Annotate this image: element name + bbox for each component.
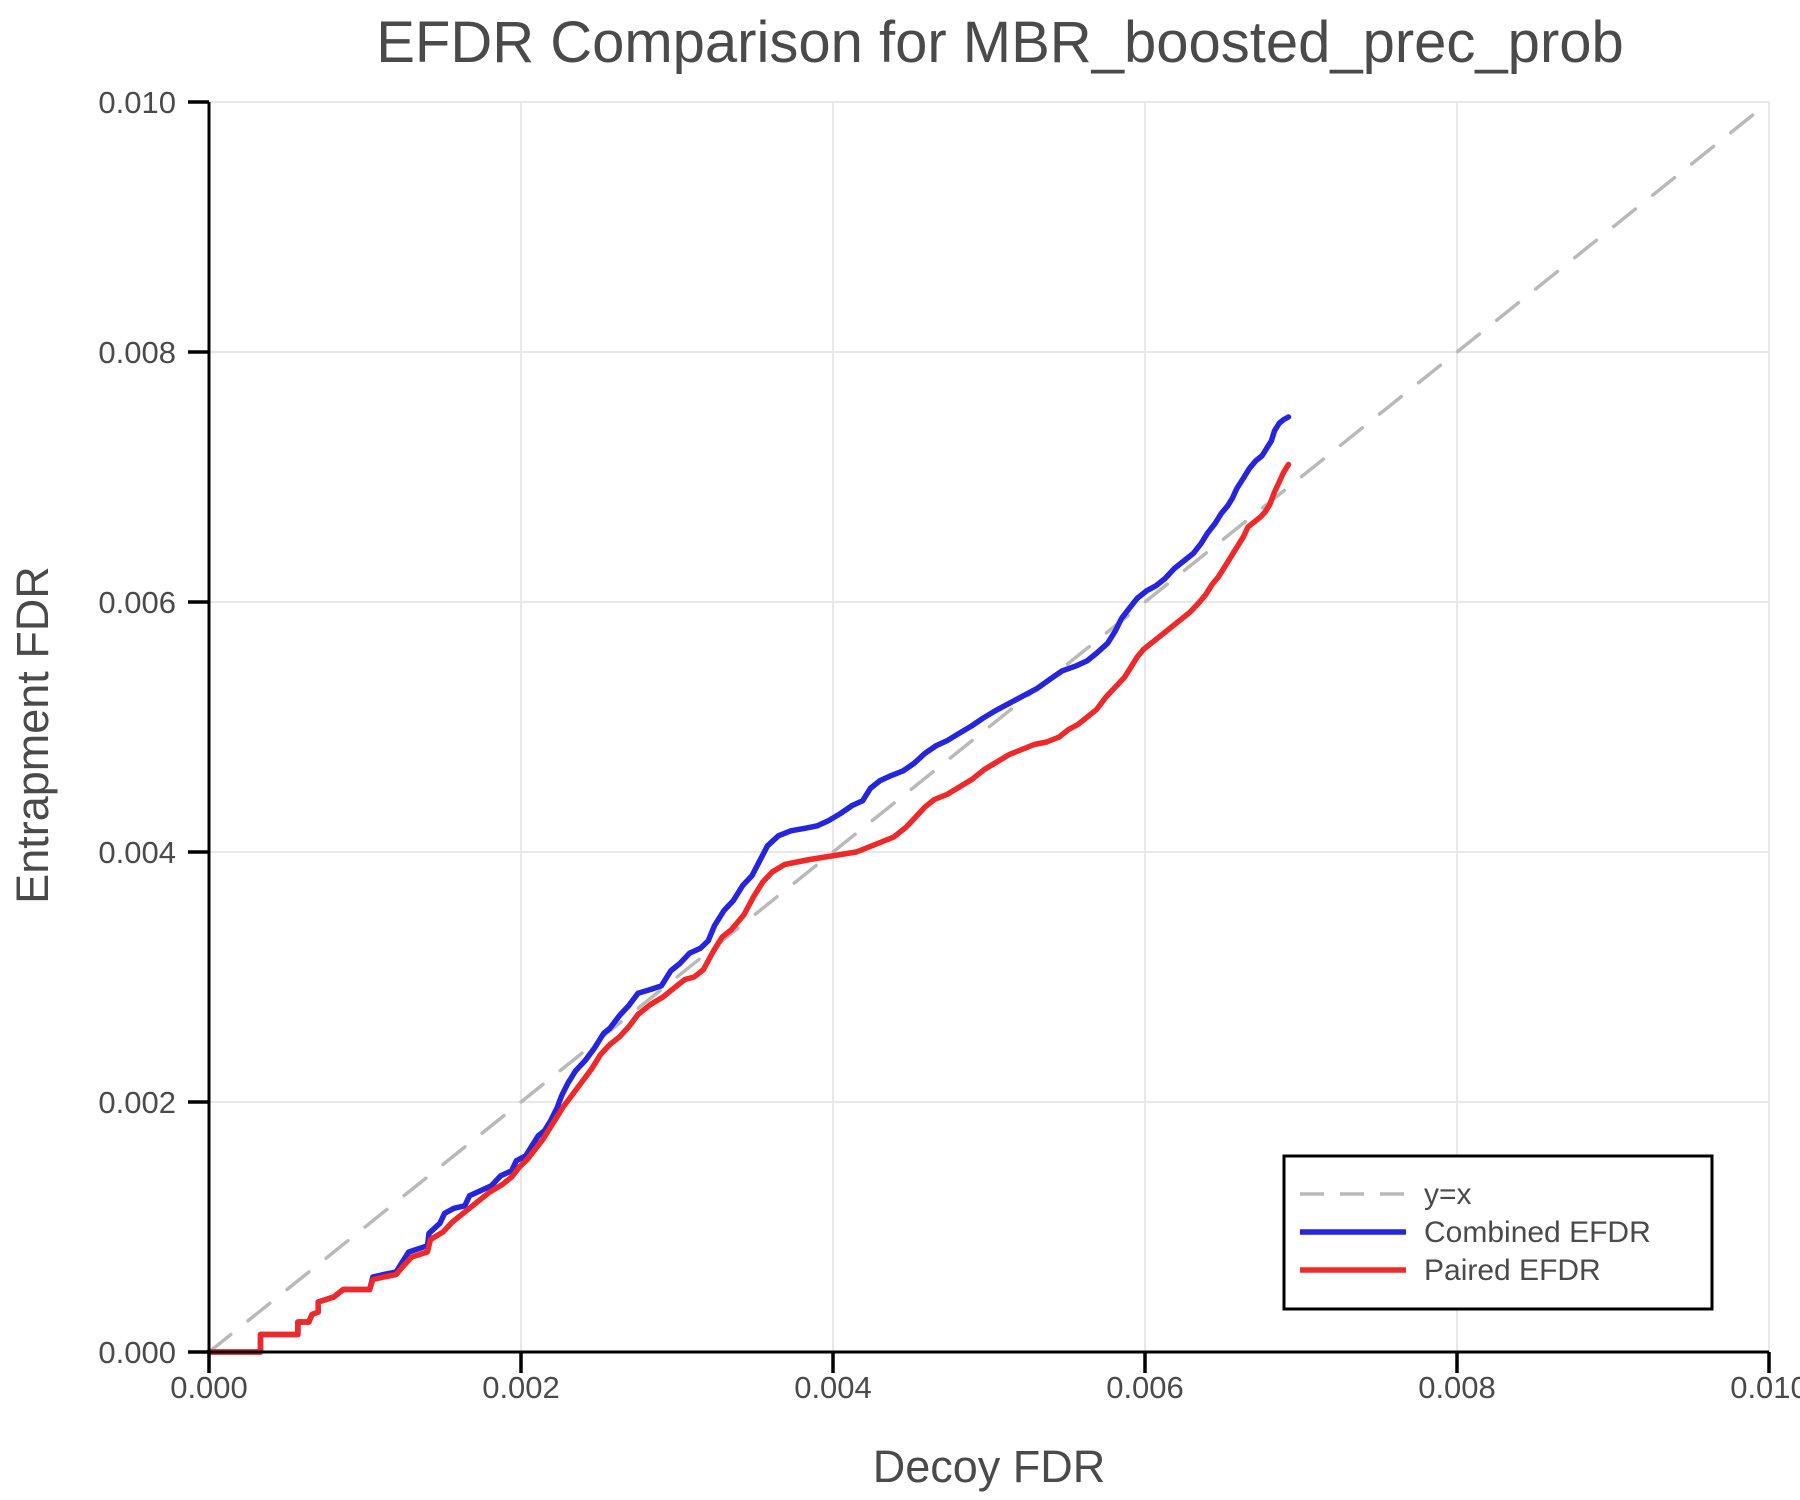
x-tick-label: 0.004 <box>794 1370 872 1405</box>
y-tick-label: 0.008 <box>98 335 176 370</box>
legend-label-paired-efdr: Paired EFDR <box>1424 1254 1601 1287</box>
axis-tick-labels: 0.000 0.002 0.004 0.006 0.008 0.010 0.000 0.002… <box>98 85 1800 1405</box>
x-axis-label: Decoy FDR <box>873 1441 1106 1492</box>
axis-ticks <box>188 100 1771 1373</box>
x-tick-label: 0.006 <box>1106 1370 1184 1405</box>
legend: y=x Combined EFDR Paired EFDR <box>1282 1154 1714 1311</box>
y-tick-label: 0.004 <box>98 835 176 870</box>
legend-label-y-equals-x: y=x <box>1424 1178 1472 1211</box>
gridlines <box>209 101 1770 1352</box>
y-axis-label: Entrapment FDR <box>7 566 58 904</box>
combined-efdr-line <box>206 414 1292 1355</box>
series-lines <box>206 100 1771 1355</box>
chart-title: EFDR Comparison for MBR_boosted_prec_pro… <box>376 10 1624 75</box>
x-tick-label: 0.002 <box>482 1370 560 1405</box>
paired-efdr-line <box>206 461 1292 1355</box>
x-tick-label: 0.010 <box>1730 1370 1800 1405</box>
y-equals-x-line <box>207 100 1771 1354</box>
y-tick-label: 0.002 <box>98 1085 176 1120</box>
y-tick-label: 0.006 <box>98 585 176 620</box>
x-tick-label: 0.008 <box>1418 1370 1496 1405</box>
x-tick-label: 0.000 <box>170 1370 248 1405</box>
legend-label-combined-efdr: Combined EFDR <box>1424 1216 1651 1249</box>
y-tick-label: 0.000 <box>98 1335 176 1370</box>
y-tick-label: 0.010 <box>98 85 176 120</box>
